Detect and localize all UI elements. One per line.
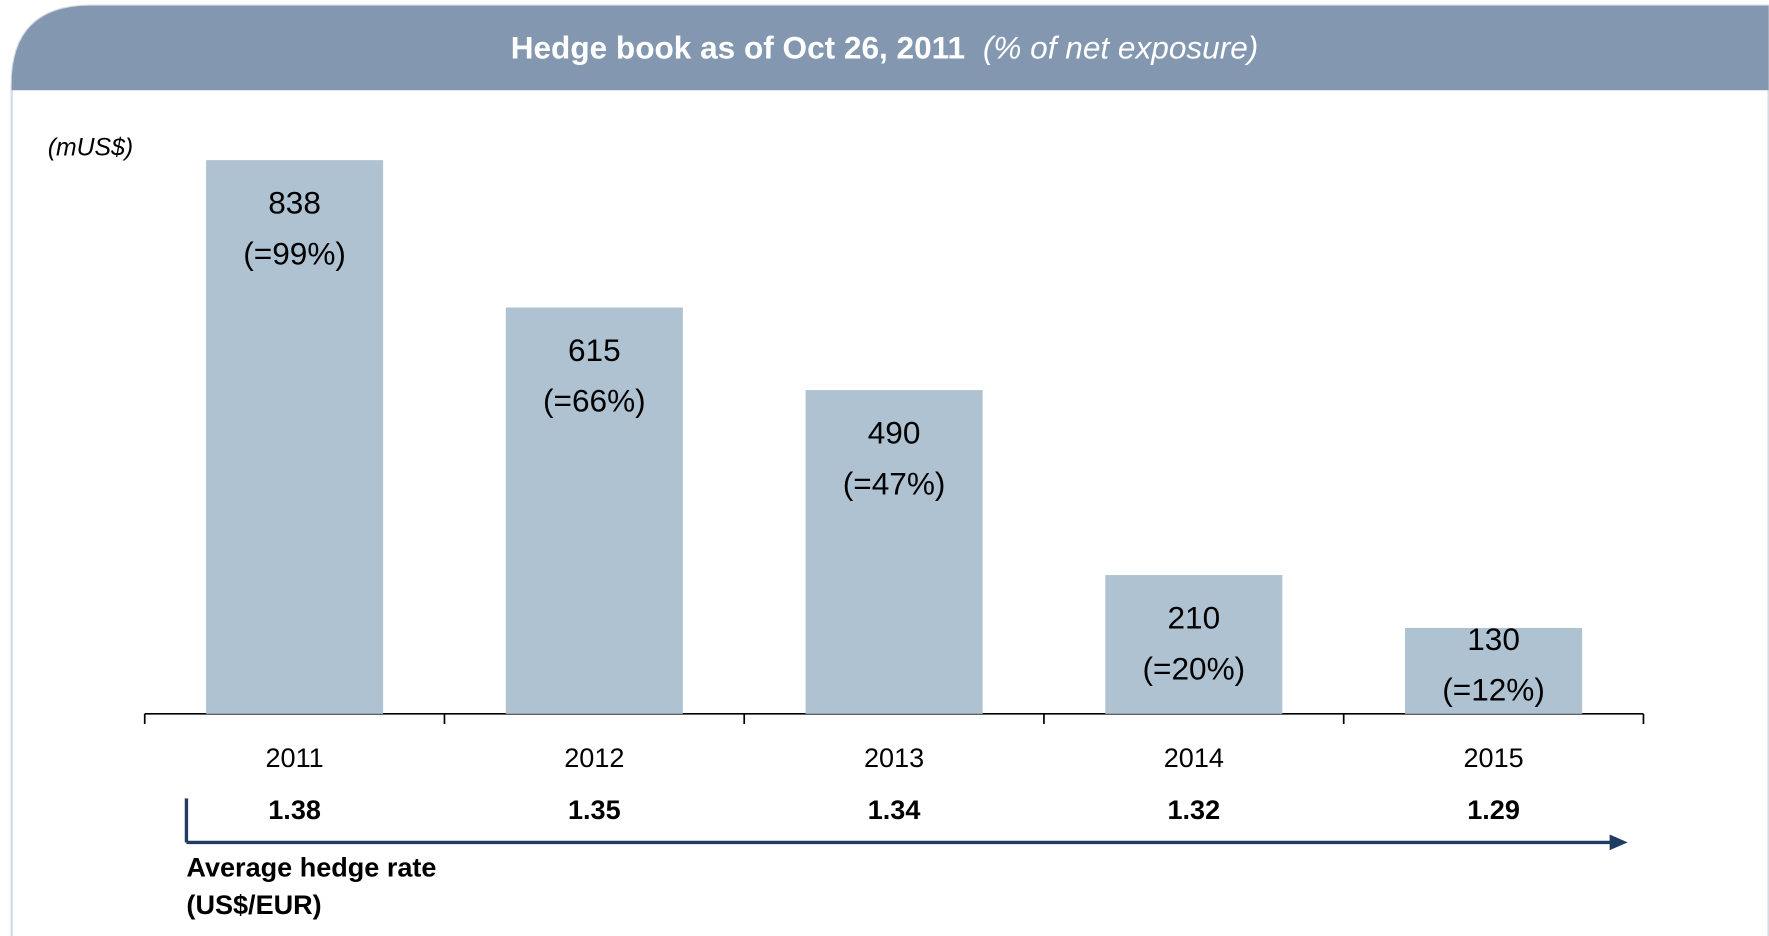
bar [805, 390, 983, 714]
percent-label: (=66%) [543, 383, 646, 419]
x-tick-label: 2013 [864, 743, 924, 773]
rate-value: 1.34 [868, 795, 921, 825]
header-band [11, 5, 1769, 91]
percent-label: (=47%) [843, 465, 946, 501]
rate-label: (US$/EUR) [186, 890, 321, 920]
percent-label: (=20%) [1143, 650, 1246, 686]
bar [1405, 627, 1583, 714]
x-tick-label: 2014 [1164, 743, 1224, 773]
bar [505, 307, 683, 714]
value-label: 210 [1167, 600, 1220, 636]
unit-label: (mUS$) [48, 134, 133, 161]
rate-label: Average hedge rate [186, 853, 436, 883]
bar [1105, 575, 1283, 714]
subtitle: (% of net exposure) [983, 30, 1258, 66]
bar [206, 160, 384, 714]
value-label: 615 [568, 332, 621, 368]
rate-value: 1.29 [1467, 795, 1520, 825]
title: Hedge book as of Oct 26, 2011 [511, 30, 965, 66]
x-tick-label: 2015 [1463, 743, 1523, 773]
x-tick-label: 2011 [266, 743, 324, 773]
x-tick-label: 2012 [564, 743, 624, 773]
rate-value: 1.32 [1168, 795, 1221, 825]
percent-label: (=99%) [243, 235, 346, 271]
rate-value: 1.38 [268, 795, 321, 825]
percent-label: (=12%) [1442, 672, 1545, 708]
value-label: 130 [1467, 621, 1520, 657]
rate-arrow-head [1609, 834, 1628, 851]
value-label: 490 [868, 415, 921, 451]
header-title: Hedge book as of Oct 26, 2011 (% of net … [511, 30, 1259, 66]
rate-value: 1.35 [568, 795, 621, 825]
value-label: 838 [268, 185, 321, 221]
